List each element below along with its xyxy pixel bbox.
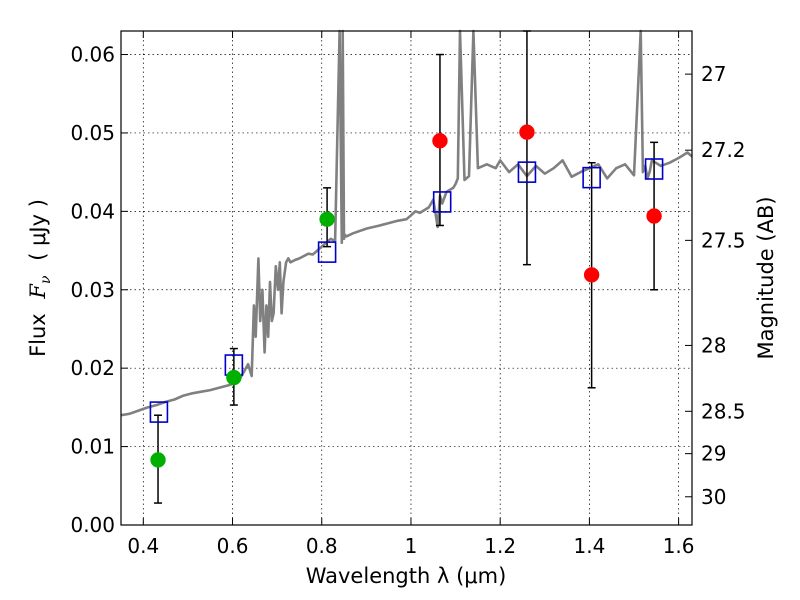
mag-tick-label: 28 [701,333,726,357]
model-square [317,241,337,263]
y-axis-label-prefix: Flux [26,313,50,357]
errorbar-layer [154,30,659,504]
y-tick-label: 0.04 [70,199,115,223]
mag-tick-label: 27.5 [701,228,746,252]
x-tick-label: 1 [405,534,418,558]
y-axis-label: Flux Fν ( μJy ) [26,199,55,357]
x-tick-label: 0.4 [127,534,159,558]
grid-lines [121,31,692,525]
mag-tick-label: 27 [701,62,726,86]
plot-frame [120,30,693,526]
red-data-point [583,267,600,283]
green-data-point [319,211,335,227]
green-data-point [226,369,242,386]
red-data-point [519,124,535,140]
y-tick-label: 0.02 [70,356,115,380]
model-square-layer [149,158,664,423]
spectrum-layer [120,29,693,417]
y-tick-label: 0.06 [70,43,115,67]
x-tick-label: 0.8 [306,534,338,558]
model-square [644,158,664,180]
mag-tick-label: 27.2 [701,138,746,162]
x-tick-label: 1.6 [663,534,695,558]
green-data-point [150,452,166,468]
tick-layer: 0.4 0.6 0.8 1 1.2 1.4 1.6 0.00 0.01 0.02 0.03 0.04 0… [70,31,746,558]
mag-tick-label: 28.5 [701,399,746,423]
y-tick-label: 0.00 [70,513,115,537]
x-axis-label: Wavelength λ (μm) [306,564,507,588]
mag-tick-label: 30 [701,485,726,509]
data-point-layer [150,124,662,468]
red-data-point [432,133,448,149]
y-axis-label-symbol: F [26,283,50,300]
x-tick-label: 0.6 [217,534,249,558]
model-square [517,161,537,183]
y-tick-label: 0.01 [70,435,115,459]
y-axis-label-subscript: ν [38,275,54,284]
red-data-point [646,208,662,224]
x-tick-label: 1.4 [573,534,605,558]
y-tick-label: 0.05 [70,121,115,145]
y-axis-label-units: ( μJy ) [26,199,50,261]
model-square [582,166,601,189]
x-tick-label: 1.2 [484,534,516,558]
model-square [432,191,452,213]
spectrum-line [120,29,693,417]
right-axis-label: Magnitude (AB) [754,196,778,359]
mag-tick-label: 29 [701,442,726,466]
y-tick-label: 0.03 [70,278,115,302]
model-square [149,401,169,423]
